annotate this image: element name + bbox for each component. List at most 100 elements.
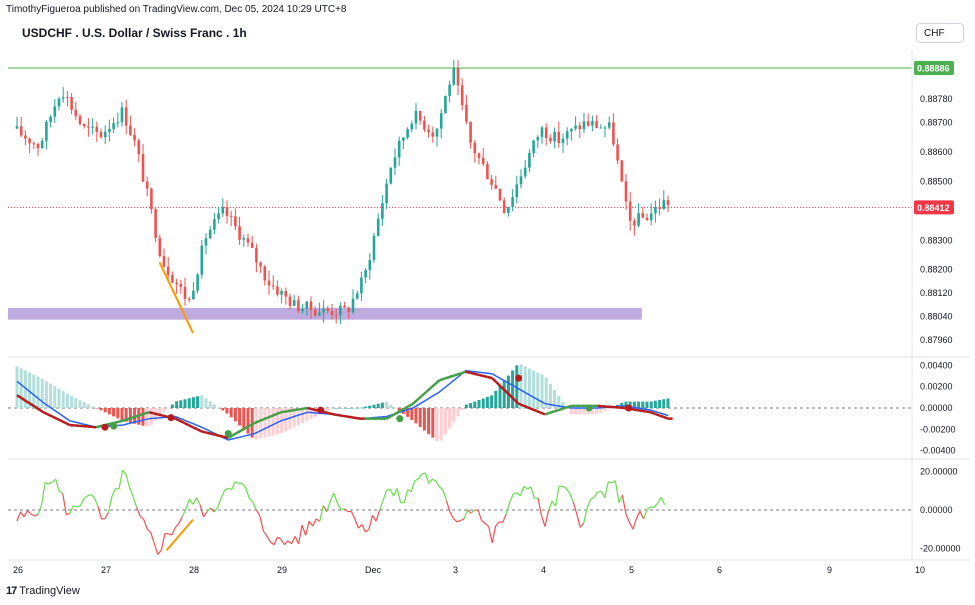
macd-histogram-bar [259, 408, 263, 439]
macd-histogram-bar [208, 401, 212, 408]
candle [658, 198, 661, 216]
rsi-line-segment [129, 487, 134, 498]
candle-body [271, 285, 275, 287]
rsi-line-segment [527, 486, 532, 490]
candle [582, 112, 586, 134]
candle [108, 119, 111, 142]
candle-body [654, 207, 657, 214]
macd-histogram-bar [410, 408, 414, 420]
candle-body [91, 126, 94, 128]
macd-histogram-bar [355, 408, 359, 409]
candle-body [536, 136, 540, 141]
macd-histogram-bar [32, 374, 36, 408]
rsi-line-segment [646, 506, 651, 511]
rsi-line-segment [301, 524, 307, 536]
rsi-line-segment [55, 479, 60, 492]
macd-histogram-bar [112, 408, 116, 417]
macd-histogram-bar [494, 390, 498, 408]
candle [397, 136, 401, 166]
candle-body [502, 200, 506, 213]
candle-body [544, 127, 548, 139]
macd-histogram-bar [607, 408, 611, 409]
signal-line-segment [267, 414, 273, 419]
macd-histogram-bar [481, 398, 485, 408]
candle [297, 295, 300, 314]
macd-histogram-bar [435, 408, 439, 442]
macd-histogram-bar [162, 408, 166, 413]
signal-line-segment [302, 406, 308, 410]
signal-line-segment [231, 431, 238, 437]
rsi-line-segment [174, 523, 180, 528]
rsi-line-segment [470, 509, 476, 514]
rsi-line-segment [336, 502, 342, 510]
rsi-line-segment [368, 515, 374, 530]
rsi-line-segment [653, 502, 659, 508]
signal-line-segment [276, 411, 282, 416]
candle-body [649, 213, 653, 221]
rsi-line-segment [639, 510, 645, 520]
signal-line-segment [495, 381, 502, 388]
rsi-line-segment [273, 536, 279, 546]
candle-body [229, 215, 233, 217]
rsi-line-segment [93, 497, 99, 507]
macd-histogram-bar [149, 408, 153, 425]
candle-body [15, 126, 19, 129]
macd-histogram-bar [175, 401, 179, 408]
candle-body [326, 308, 330, 312]
candle [271, 275, 275, 291]
rsi-line-segment [326, 501, 331, 513]
candle [334, 309, 338, 324]
candle-body [99, 131, 103, 138]
macd-histogram-bar [40, 378, 44, 408]
candle [498, 188, 502, 202]
macd-histogram-bar [515, 365, 519, 408]
candle [540, 125, 544, 144]
candle [549, 134, 552, 144]
rsi-line-segment [308, 520, 314, 527]
macd-histogram-bar [204, 398, 208, 408]
rsi-line-segment [224, 487, 229, 491]
rsi-line-segment [410, 480, 416, 492]
candle-body [145, 181, 149, 189]
tradingview-logo[interactable]: 17 TradingView [6, 585, 80, 597]
rsi-line-segment [315, 518, 321, 522]
candle-body [150, 188, 153, 210]
signal-line-segment [637, 408, 642, 413]
signal-line-segment [20, 396, 27, 402]
signal-line-segment [157, 413, 163, 417]
candle [561, 133, 565, 154]
rsi-line-segment [453, 518, 458, 523]
signal-line-segment [342, 414, 348, 418]
macd-cross-marker [167, 414, 175, 422]
rsi-line-segment [491, 525, 497, 543]
macd-histogram-bar [456, 408, 460, 417]
time-tick-label: 26 [13, 565, 23, 575]
candle [53, 99, 57, 123]
candle-body [469, 121, 472, 143]
macd-histogram-bar [103, 408, 107, 413]
candle [662, 190, 666, 210]
rsi-line-segment [90, 494, 95, 499]
price-trendline [158, 261, 194, 334]
candle-body [49, 116, 52, 122]
candle-body [171, 274, 174, 283]
candle-body [637, 213, 640, 226]
candle-body [633, 220, 636, 226]
time-tick-label: 27 [101, 565, 111, 575]
signal-line-segment [205, 431, 211, 435]
candle [439, 108, 443, 139]
macd-tick-label: 0.00000 [920, 403, 953, 413]
macd-histogram-bar [485, 396, 489, 408]
currency-button[interactable]: CHF [916, 23, 964, 43]
rsi-line-segment [428, 478, 433, 484]
signal-line-segment [500, 385, 507, 392]
price-tick-label: 0.88600 [920, 147, 953, 157]
candle [372, 232, 376, 263]
signal-line-segment [25, 399, 31, 405]
candle [645, 213, 649, 221]
rsi-line-segment [600, 491, 606, 499]
candle-body [481, 157, 485, 164]
candle [330, 303, 334, 320]
macd-histogram-bar [364, 406, 368, 408]
